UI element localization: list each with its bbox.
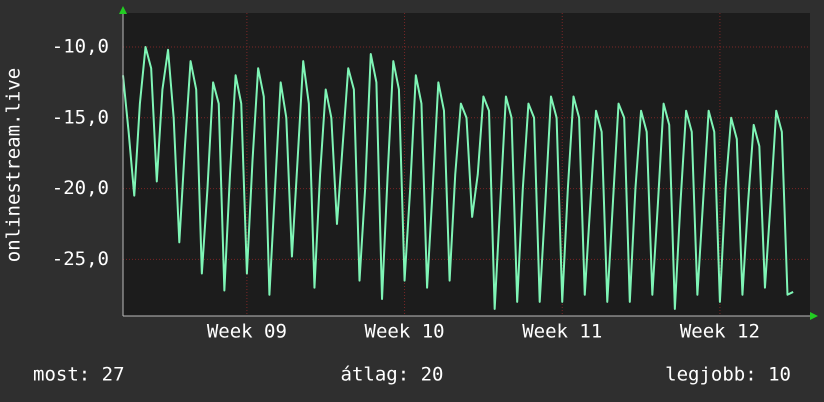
summary-best: legjobb: 10 [665,364,791,386]
y-tick-label: -10,0 [52,35,109,57]
x-tick-label: Week 09 [207,321,287,343]
data-line [122,45,794,310]
y-tick-label: -20,0 [52,177,109,199]
x-tick-label: Week 11 [522,321,602,343]
summary-average: átlag: 20 [341,364,444,386]
plot-layer: -10,0 -15,0 -20,0 -25,0 Week 09 Week 10 Week 1… [52,13,810,343]
x-tick-label: Week 12 [680,321,760,343]
x-tick-label: Week 10 [365,321,445,343]
y-tick-label: -25,0 [52,248,109,270]
y-axis-label: onlinestream.live [3,68,25,262]
x-axis-arrow [810,312,818,320]
y-tick-label: -15,0 [52,106,109,128]
y-axis-arrow [119,6,127,14]
summary-current: most: 27 [33,364,125,386]
